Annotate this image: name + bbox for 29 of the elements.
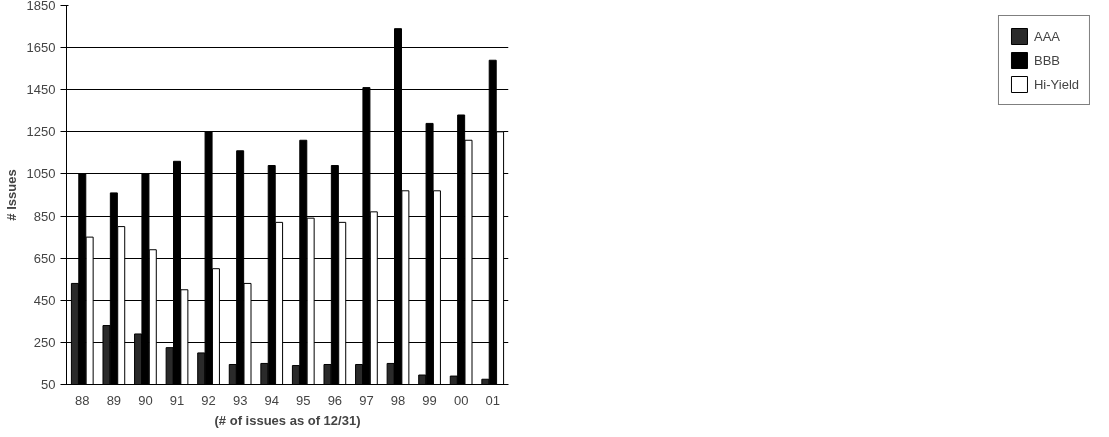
y-tick-label: 1650	[26, 40, 56, 56]
y-axis-title: # Issues	[3, 169, 19, 221]
y-tick-label: 1850	[26, 0, 56, 13]
y-tick-label: 850	[33, 208, 56, 224]
x-tick-label: 98	[390, 392, 406, 408]
legend-label: BBB	[1033, 52, 1060, 68]
y-tick-label: 1450	[26, 82, 56, 98]
y-tick-label: 250	[33, 334, 56, 350]
x-axis-title: (# of issues as of 12/31)	[214, 412, 361, 428]
x-tick-label: 89	[106, 392, 122, 408]
x-tick-label: 93	[232, 392, 248, 408]
y-tick-label: 650	[33, 250, 56, 266]
x-tick-label: 97	[359, 392, 374, 408]
x-tick-label: 00	[453, 392, 469, 408]
legend-label: Hi-Yield	[1033, 76, 1079, 92]
y-tick-label: 450	[33, 292, 56, 308]
x-tick-label: 92	[201, 392, 216, 408]
legend-label: AAA	[1033, 28, 1060, 44]
x-tick-label: 96	[327, 392, 343, 408]
y-tick-label: 1250	[26, 124, 56, 140]
y-tick-label: 50	[41, 377, 56, 392]
x-tick-label: 99	[422, 392, 437, 408]
x-tick-label: 88	[75, 392, 90, 408]
x-tick-label: 01	[485, 392, 500, 408]
x-tick-label: 94	[264, 392, 279, 408]
x-tick-label: 95	[296, 392, 311, 408]
y-tick-label: 1050	[26, 166, 56, 182]
x-tick-label: 91	[169, 392, 185, 408]
x-tick-label: 90	[138, 392, 153, 408]
